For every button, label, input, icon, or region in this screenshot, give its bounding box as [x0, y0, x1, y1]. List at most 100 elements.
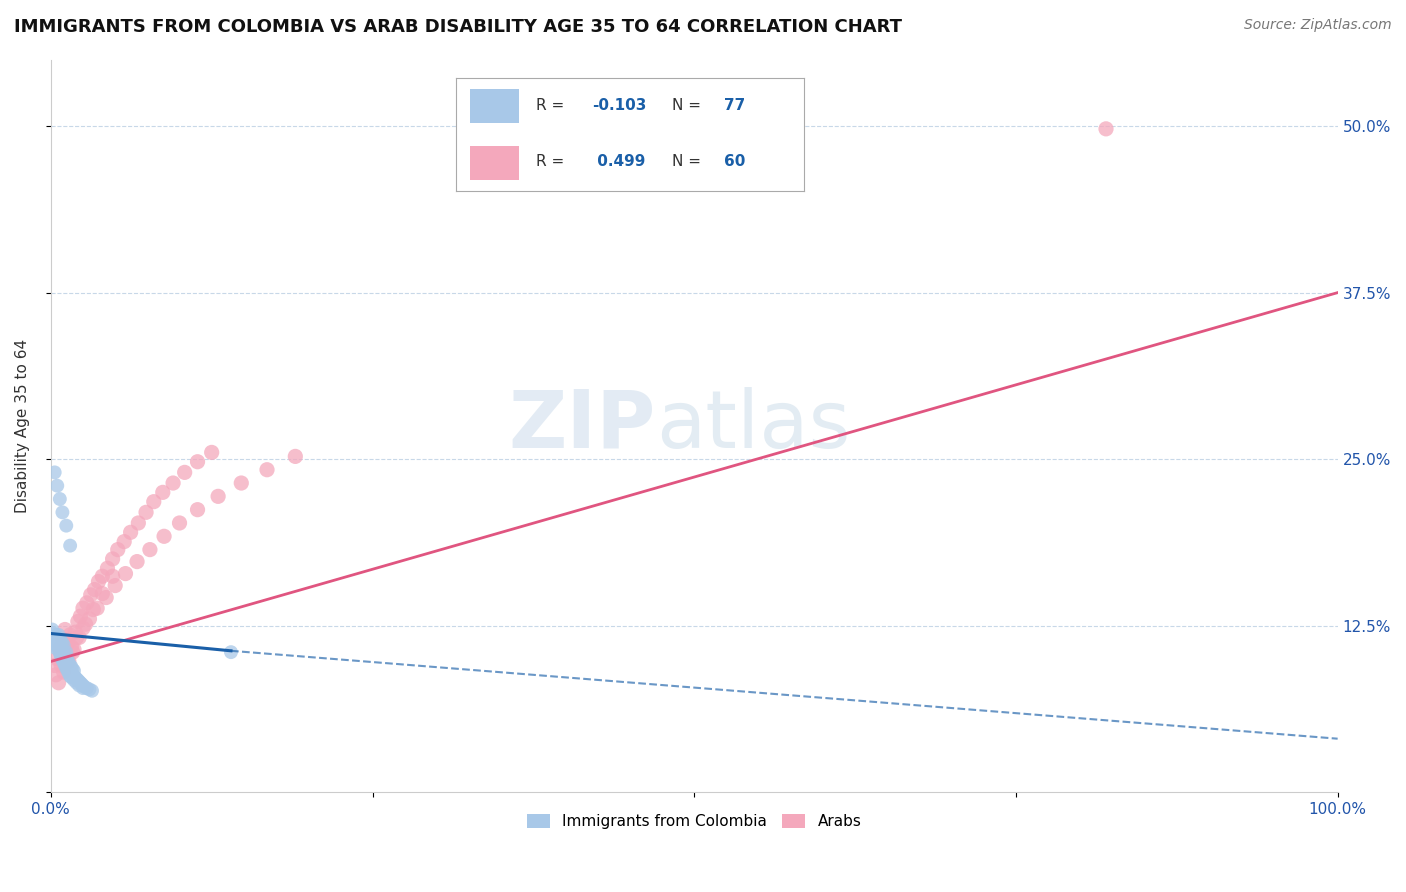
Point: [139, 542, 162, 557]
Point: [66, 615, 89, 629]
Point: [142, 494, 165, 508]
Point: [173, 466, 195, 480]
Point: [162, 476, 184, 491]
Point: [79, 682, 101, 697]
Point: [62, 663, 84, 677]
Point: [56, 636, 79, 650]
Point: [53, 648, 76, 662]
Point: [72, 681, 94, 695]
Point: [135, 505, 157, 519]
Point: [49, 658, 72, 673]
Y-axis label: Disability Age 35 to 64: Disability Age 35 to 64: [15, 339, 30, 513]
Point: [231, 476, 253, 491]
Point: [1095, 121, 1118, 136]
Point: [82, 602, 104, 616]
Point: [53, 658, 76, 673]
Point: [48, 642, 70, 657]
Point: [65, 631, 87, 645]
Point: [91, 569, 114, 583]
Point: [219, 645, 242, 659]
Legend: Immigrants from Colombia, Arabs: Immigrants from Colombia, Arabs: [522, 808, 868, 836]
Point: [46, 631, 69, 645]
Point: [53, 655, 76, 669]
Point: [65, 625, 87, 640]
Point: [67, 678, 90, 692]
Point: [51, 653, 73, 667]
Point: [96, 561, 118, 575]
Point: [44, 658, 66, 673]
Point: [66, 673, 89, 687]
Text: IMMIGRANTS FROM COLOMBIA VS ARAB DISABILITY AGE 35 TO 64 CORRELATION CHART: IMMIGRANTS FROM COLOMBIA VS ARAB DISABIL…: [14, 18, 903, 36]
Point: [44, 636, 66, 650]
Point: [48, 675, 70, 690]
Point: [101, 552, 124, 566]
Point: [59, 658, 82, 673]
Point: [51, 632, 73, 646]
Point: [101, 569, 124, 583]
Point: [41, 623, 63, 637]
Point: [60, 670, 83, 684]
Point: [53, 623, 76, 637]
Point: [70, 677, 93, 691]
Point: [60, 660, 83, 674]
Point: [114, 566, 136, 581]
Point: [56, 664, 79, 678]
Point: [284, 450, 307, 464]
Point: [51, 649, 73, 664]
Point: [75, 617, 97, 632]
Point: [51, 642, 73, 657]
Point: [45, 667, 67, 681]
Point: [45, 641, 67, 656]
Point: [152, 485, 174, 500]
Point: [62, 645, 84, 659]
Point: [49, 634, 72, 648]
Point: [55, 657, 77, 672]
Point: [46, 639, 69, 653]
Point: [73, 680, 96, 694]
Point: [55, 645, 77, 659]
Point: [49, 639, 72, 653]
Point: [186, 455, 208, 469]
Point: [65, 675, 87, 690]
Point: [45, 634, 67, 648]
Point: [52, 645, 75, 659]
Point: [201, 445, 224, 459]
Point: [87, 574, 110, 589]
Point: [112, 534, 135, 549]
Point: [76, 681, 98, 695]
Point: [67, 674, 90, 689]
Point: [169, 516, 191, 530]
Point: [69, 675, 91, 690]
Point: [52, 656, 75, 670]
Point: [153, 529, 176, 543]
Point: [49, 491, 72, 506]
Point: [62, 667, 84, 681]
Text: ZIP: ZIP: [509, 387, 655, 465]
Point: [79, 612, 101, 626]
Point: [120, 525, 142, 540]
Point: [63, 664, 86, 678]
Point: [59, 539, 82, 553]
Point: [46, 633, 69, 648]
Point: [58, 663, 80, 677]
Point: [60, 640, 83, 654]
Point: [127, 516, 149, 530]
Point: [46, 479, 69, 493]
Point: [51, 636, 73, 650]
Point: [52, 652, 75, 666]
Point: [256, 463, 278, 477]
Point: [42, 626, 65, 640]
Point: [59, 665, 82, 679]
Point: [48, 636, 70, 650]
Text: atlas: atlas: [655, 387, 851, 465]
Point: [83, 582, 105, 597]
Point: [52, 665, 75, 679]
Point: [207, 489, 229, 503]
Point: [86, 601, 108, 615]
Point: [65, 672, 87, 686]
Point: [42, 632, 65, 646]
Point: [58, 655, 80, 669]
Point: [48, 641, 70, 656]
Point: [80, 683, 103, 698]
Point: [72, 601, 94, 615]
